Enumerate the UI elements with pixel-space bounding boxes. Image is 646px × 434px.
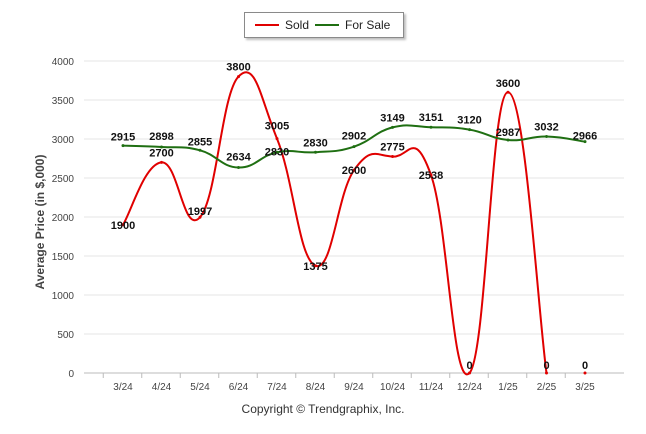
x-tick-label: 11/24	[419, 382, 444, 393]
x-tick-label: 5/24	[190, 382, 210, 393]
legend: Sold For Sale	[244, 12, 404, 38]
sold-data-label: 3800	[226, 62, 250, 74]
sold-data-label: 2775	[380, 142, 404, 154]
x-tick-label: 3/25	[575, 382, 595, 393]
for-sale-data-label: 3151	[419, 112, 443, 124]
x-tick-label: 7/24	[267, 382, 287, 393]
for-sale-data-label: 2634	[226, 152, 251, 164]
sold-data-label: 1375	[303, 261, 327, 273]
y-tick-label: 2000	[52, 213, 75, 224]
for-sale-point	[275, 150, 279, 154]
x-tick-label: 6/24	[229, 382, 249, 393]
sold-data-label: 3600	[496, 78, 520, 90]
y-tick-label: 500	[57, 330, 74, 341]
sold-point	[545, 371, 548, 375]
x-tick-label: 1/25	[498, 382, 518, 393]
sold-point	[391, 155, 394, 159]
sold-line	[122, 71, 548, 376]
legend-item-sold[interactable]: Sold	[255, 18, 309, 32]
sold-point	[160, 160, 163, 164]
x-tick-label: 9/24	[344, 382, 364, 393]
for-sale-data-label: 3120	[457, 115, 481, 127]
for-sale-point	[468, 128, 471, 132]
for-sale-data-label: 3032	[534, 122, 558, 134]
y-tick-label: 1500	[52, 252, 75, 263]
y-tick-label: 1000	[52, 291, 75, 302]
for-sale-swatch	[315, 23, 339, 26]
for-sale-point	[314, 150, 317, 154]
y-tick-label: 4000	[52, 57, 75, 68]
x-tick-label: 2/25	[537, 382, 557, 393]
for-sale-point	[429, 125, 433, 129]
x-tick-label: 8/24	[306, 382, 326, 393]
for-sale-data-label: 2830	[303, 137, 327, 149]
for-sale-point	[160, 145, 163, 149]
sold-swatch	[255, 23, 279, 26]
for-sale-data-label: 2830	[265, 146, 289, 158]
sold-data-label: 0	[543, 360, 549, 372]
for-sale-point	[237, 166, 240, 170]
for-sale-data-label: 2902	[342, 131, 366, 143]
sold-point	[198, 215, 202, 219]
x-tick-label: 10/24	[380, 382, 405, 393]
legend-for-sale-label: For Sale	[345, 18, 391, 32]
sold-point	[583, 371, 587, 375]
for-sale-data-label: 2898	[149, 131, 173, 143]
sold-data-label: 1900	[111, 220, 135, 232]
sold-point	[237, 75, 240, 79]
y-tick-label: 0	[68, 369, 74, 380]
legend-sold-label: Sold	[285, 18, 310, 32]
sold-point	[352, 168, 356, 172]
for-sale-point	[198, 148, 202, 152]
for-sale-data-label: 2915	[111, 132, 135, 144]
y-axis-title: Average Price (in $,000)	[33, 154, 47, 290]
for-sale-data-label: 3149	[380, 112, 404, 124]
for-sale-data-label: 2987	[496, 127, 520, 139]
for-sale-data-label: 2966	[573, 131, 597, 143]
sold-data-label: 2700	[149, 147, 173, 159]
for-sale-data-label: 2855	[188, 136, 212, 148]
sold-data-label: 2538	[419, 170, 443, 182]
legend-item-for-sale[interactable]: For Sale	[315, 18, 390, 32]
for-sale-point	[583, 140, 587, 144]
sold-point	[314, 264, 317, 268]
for-sale-point	[352, 145, 356, 149]
y-tick-label: 3000	[52, 135, 75, 146]
sold-data-label: 0	[582, 360, 588, 372]
for-sale-point	[545, 135, 548, 139]
sold-point	[121, 223, 125, 227]
for-sale-point	[391, 125, 394, 129]
sold-point	[275, 137, 279, 141]
y-tick-label: 2500	[52, 174, 75, 185]
sold-point	[468, 371, 471, 375]
sold-data-label: 1997	[188, 206, 212, 218]
for-sale-point	[506, 138, 510, 142]
x-tick-label: 4/24	[152, 382, 172, 393]
sold-point	[429, 173, 433, 177]
x-tick-label: 12/24	[457, 382, 482, 393]
sold-data-label: 2600	[342, 165, 366, 177]
for-sale-point	[121, 144, 125, 148]
sold-point	[506, 90, 510, 94]
sold-data-label: 0	[466, 360, 472, 372]
copyright-text: Copyright © Trendgraphix, Inc.	[241, 402, 405, 416]
sold-data-label: 3005	[265, 121, 289, 133]
x-tick-label: 3/24	[113, 382, 133, 393]
y-tick-label: 3500	[52, 96, 75, 107]
